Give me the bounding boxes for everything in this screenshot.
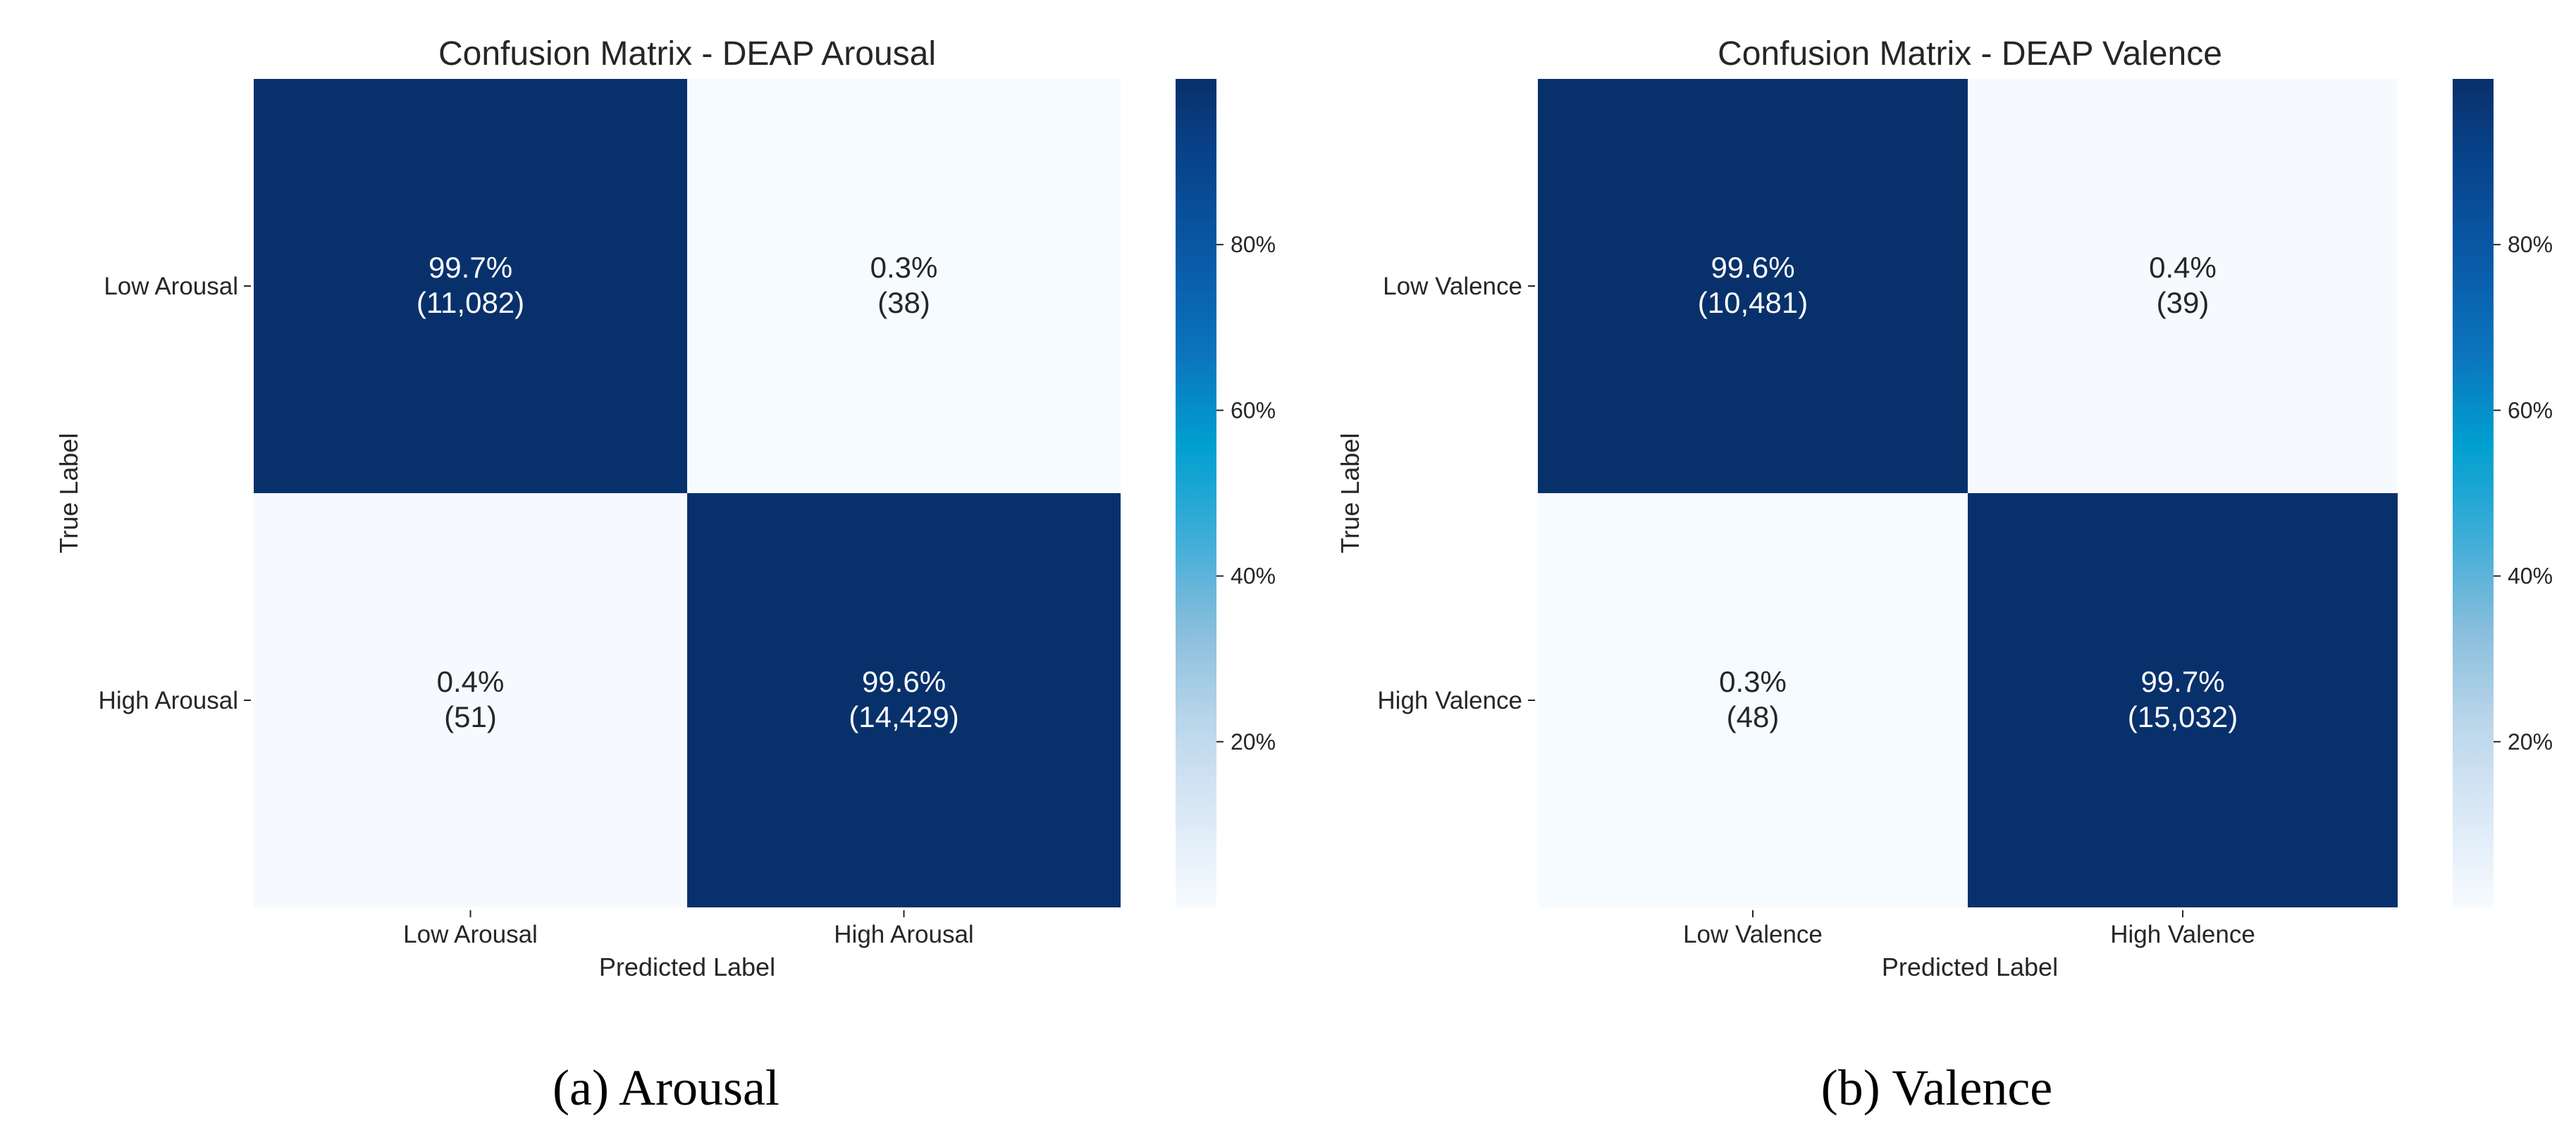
colorbar-tick-label: 80%	[2508, 232, 2553, 257]
cell-percent-label: 99.6%	[862, 665, 946, 698]
colorbar-tick-label: 60%	[1231, 397, 1276, 423]
y-tick-labels: Low Arousal High Arousal	[99, 273, 251, 714]
cell-count-label: (48)	[1727, 700, 1780, 733]
caption: (b) Valence	[1821, 1060, 2053, 1116]
panel-valence: Confusion Matrix - DEAP Valence 99.6%(10…	[1336, 35, 2553, 1116]
heatmap-cell	[1968, 79, 2398, 493]
cell-percent-label: 0.3%	[870, 251, 938, 284]
x-tick-labels: Low Valence High Valence	[1683, 910, 2255, 948]
cell-count-label: (14,429)	[849, 700, 959, 733]
cell-percent-label: 99.7%	[429, 251, 512, 284]
cell-count-label: (15,032)	[2128, 700, 2238, 733]
colorbar-gradient	[2453, 79, 2494, 907]
heatmap-cell	[1968, 493, 2398, 907]
colorbar: 20% 40% 60% 80%	[1176, 79, 1276, 907]
heatmap-cell	[687, 493, 1121, 907]
cell-count-label: (38)	[877, 286, 930, 319]
cell-count-label: (10,481)	[1698, 286, 1808, 319]
colorbar-tick-label: 20%	[2508, 729, 2553, 755]
cell-percent-label: 0.3%	[1719, 665, 1787, 698]
x-tick-labels: Low Arousal High Arousal	[403, 910, 974, 948]
x-tick-label: Low Arousal	[403, 921, 538, 948]
cell-percent-label: 0.4%	[437, 665, 505, 698]
colorbar-tick-label: 60%	[2508, 397, 2553, 423]
y-tick-label: Low Arousal	[104, 273, 238, 300]
chart-title: Confusion Matrix - DEAP Arousal	[438, 35, 936, 73]
y-axis-label: True Label	[54, 433, 83, 554]
heatmap-cells: 99.7%(11,082) 0.3%(38) 0.4%(51) 99.6%(14,42…	[254, 79, 1121, 907]
heatmap-cells: 99.6%(10,481) 0.4%(39) 0.3%(48) 99.7%(15,03…	[1538, 79, 2398, 907]
y-tick-label: High Valence	[1377, 687, 1522, 714]
heatmap-cell	[1538, 493, 1968, 907]
colorbar-tick-label: 40%	[1231, 564, 1276, 589]
y-tick-label: Low Valence	[1383, 273, 1522, 300]
colorbar-tick-label: 80%	[1231, 232, 1276, 257]
colorbar-gradient	[1176, 79, 1216, 907]
colorbar: 20% 40% 60% 80%	[2453, 79, 2553, 907]
x-tick-label: High Valence	[2110, 921, 2255, 948]
cell-count-label: (51)	[444, 700, 497, 733]
x-axis-label: Predicted Label	[1882, 952, 2058, 981]
panel-arousal: Confusion Matrix - DEAP Arousal 99.7%(11…	[54, 35, 1276, 1116]
colorbar-tick-label: 40%	[2508, 564, 2553, 589]
cell-percent-label: 0.4%	[2149, 251, 2217, 284]
heatmap-cell	[687, 79, 1121, 493]
cell-percent-label: 99.6%	[1711, 251, 1794, 284]
heatmap-cell	[254, 493, 687, 907]
colorbar-tick-label: 20%	[1231, 729, 1276, 755]
y-tick-labels: Low Valence High Valence	[1377, 273, 1535, 714]
y-axis-label: True Label	[1336, 433, 1364, 554]
cell-percent-label: 99.7%	[2140, 665, 2224, 698]
heatmap-cell	[1538, 79, 1968, 493]
x-tick-label: Low Valence	[1683, 921, 1823, 948]
x-axis-label: Predicted Label	[599, 952, 775, 981]
heatmap-cell	[254, 79, 687, 493]
cell-count-label: (11,082)	[417, 286, 524, 319]
y-tick-label: High Arousal	[99, 687, 238, 714]
cell-count-label: (39)	[2157, 286, 2210, 319]
caption: (a) Arousal	[553, 1060, 779, 1116]
chart-title: Confusion Matrix - DEAP Valence	[1718, 35, 2222, 73]
x-tick-label: High Arousal	[834, 921, 973, 948]
